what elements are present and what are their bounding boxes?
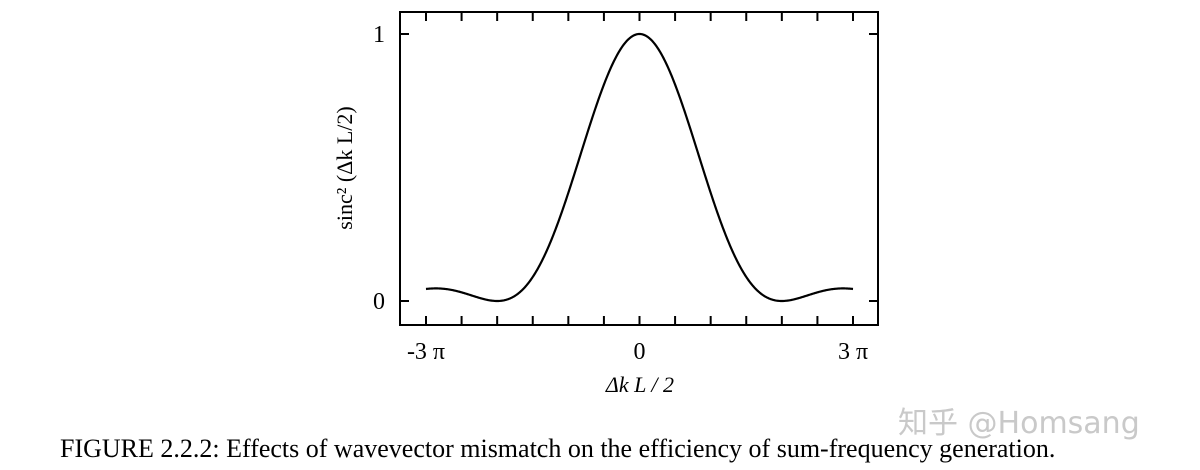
x-axis-label: Δk L / 2 [605, 372, 674, 397]
series-group [425, 32, 854, 303]
plot-frame [399, 11, 879, 326]
plot-frame-group [399, 11, 879, 326]
x-tick-label: 3 π [838, 339, 868, 365]
y-tick-label: 0 [373, 289, 385, 315]
tick-labels-group: -3 π 0 3 π 0 1 [373, 22, 868, 365]
tick-marks-group [400, 12, 878, 325]
sinc-squared-line [425, 32, 854, 303]
y-axis-label: sinc² (Δk L/2) [332, 106, 357, 229]
watermark: 知乎 @Homsang [898, 406, 1140, 441]
x-tick-label: -3 π [407, 339, 445, 365]
x-tick-label: 0 [634, 339, 646, 365]
y-tick-label: 1 [373, 22, 385, 48]
figure-caption: FIGURE 2.2.2: Effects of wavevector mism… [60, 434, 1056, 463]
